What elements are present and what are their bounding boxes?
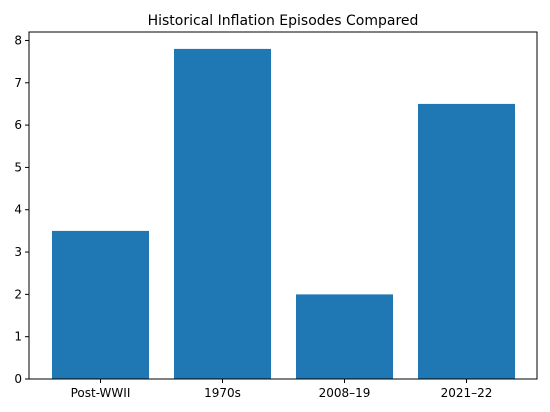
x-tick-label: 2021–22 bbox=[441, 386, 493, 400]
y-tick-label: 1 bbox=[14, 330, 22, 344]
y-tick-label: 5 bbox=[14, 160, 22, 174]
y-tick-label: 7 bbox=[14, 76, 22, 90]
y-tick-label: 6 bbox=[14, 118, 22, 132]
bars-group bbox=[52, 48, 515, 380]
x-tick-label: Post-WWII bbox=[71, 386, 131, 400]
y-tick-label: 4 bbox=[14, 203, 22, 217]
y-tick-label: 2 bbox=[14, 287, 22, 301]
bar-0 bbox=[52, 230, 149, 379]
x-axis-ticks: Post-WWII 1970s 2008–19 2021–22 bbox=[71, 379, 493, 400]
x-tick-label: 2008–19 bbox=[319, 386, 371, 400]
bar-1 bbox=[174, 48, 271, 380]
y-tick-label: 8 bbox=[14, 33, 22, 47]
x-tick-label: 1970s bbox=[204, 386, 241, 400]
bar-3 bbox=[418, 103, 515, 380]
y-tick-label: 3 bbox=[14, 245, 22, 259]
plot-frame bbox=[28, 31, 538, 380]
y-axis-ticks: 0 1 2 3 4 5 6 7 8 bbox=[14, 33, 29, 386]
y-tick-label: 0 bbox=[14, 372, 22, 386]
bar-2 bbox=[296, 294, 393, 379]
chart-title: Historical Inflation Episodes Compared bbox=[148, 13, 419, 29]
